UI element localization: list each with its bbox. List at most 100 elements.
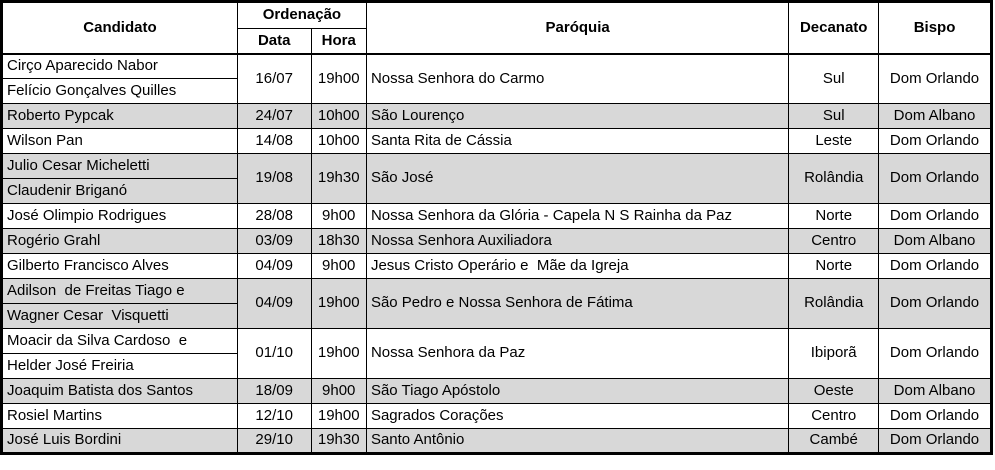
cell-data: 14/08 — [236, 128, 312, 154]
cell-paroquia: Sagrados Corações — [365, 403, 790, 429]
cell-decanato: Cambé — [788, 428, 880, 454]
cell-candidato: Moacir da Silva Cardoso e — [1, 328, 238, 354]
cell-bispo: Dom Orlando — [878, 253, 992, 279]
cell-bispo: Dom Orlando — [878, 278, 992, 329]
cell-paroquia: Nossa Senhora do Carmo — [365, 53, 790, 104]
table-row: Moacir da Silva Cardoso e 01/10 19h00 No… — [1, 328, 992, 379]
cell-candidato: Julio Cesar Micheletti — [1, 153, 238, 179]
cell-bispo: Dom Orlando — [878, 153, 992, 204]
table-row: Helder José Freiria — [1, 353, 992, 379]
cell-paroquia: São José — [365, 153, 790, 204]
col-header-data: Data — [236, 28, 312, 55]
cell-bispo: Dom Orlando — [878, 203, 992, 229]
cell-candidato: Roberto Pypcak — [1, 103, 238, 129]
table-row: Gilberto Francisco Alves 04/09 9h00 Jesu… — [1, 253, 992, 279]
cell-candidato: Rogério Grahl — [1, 228, 238, 254]
cell-data: 16/07 — [236, 53, 312, 104]
header-row-2: Data Hora — [2, 28, 992, 55]
ordination-schedule-table: Candidato Ordenação Paróquia Decanato Bi… — [0, 0, 993, 455]
cell-candidato: Wilson Pan — [1, 128, 238, 154]
cell-hora: 10h00 — [310, 128, 367, 154]
cell-hora: 9h00 — [310, 378, 367, 404]
col-header-candidato: Candidato — [1, 1, 238, 55]
cell-decanato: Ibiporã — [788, 328, 880, 379]
cell-bispo: Dom Albano — [878, 103, 992, 129]
cell-decanato: Sul — [788, 53, 880, 104]
table-row: José Olimpio Rodrigues 28/08 9h00 Nossa … — [1, 203, 992, 229]
cell-candidato: Adilson de Freitas Tiago e — [1, 278, 238, 304]
cell-paroquia: Nossa Senhora Auxiliadora — [365, 228, 790, 254]
table-header: Candidato Ordenação Paróquia Decanato Bi… — [1, 1, 992, 55]
table-row: Cirço Aparecido Nabor 16/07 19h00 Nossa … — [1, 53, 992, 104]
cell-data: 28/08 — [236, 203, 312, 229]
table-body: Cirço Aparecido Nabor 16/07 19h00 Nossa … — [1, 53, 992, 454]
col-header-ordenacao: Ordenação — [236, 1, 367, 29]
table-row: Julio Cesar Micheletti 19/08 19h30 São J… — [1, 153, 992, 204]
table-row: Joaquim Batista dos Santos 18/09 9h00 Sã… — [1, 378, 992, 404]
cell-data: 24/07 — [236, 103, 312, 129]
cell-candidato: Joaquim Batista dos Santos — [1, 378, 238, 404]
cell-paroquia: Nossa Senhora da Paz — [365, 328, 790, 379]
cell-bispo: Dom Albano — [878, 228, 992, 254]
cell-paroquia: São Tiago Apóstolo — [365, 378, 790, 404]
cell-decanato: Leste — [788, 128, 880, 154]
cell-data: 04/09 — [236, 253, 312, 279]
cell-paroquia: Santo Antônio — [365, 428, 790, 454]
table-row: Rosiel Martins 12/10 19h00 Sagrados Cora… — [1, 403, 992, 429]
cell-candidato: Felício Gonçalves Quilles — [1, 78, 238, 104]
table-row: Wilson Pan 14/08 10h00 Santa Rita de Cás… — [1, 128, 992, 154]
cell-candidato: Wagner Cesar Visquetti — [1, 303, 238, 329]
cell-data: 29/10 — [236, 428, 312, 454]
table-row: Rogério Grahl 03/09 18h30 Nossa Senhora … — [1, 228, 992, 254]
cell-hora: 9h00 — [310, 203, 367, 229]
table-row: Claudenir Briganó — [1, 178, 992, 204]
cell-decanato: Norte — [788, 203, 880, 229]
cell-decanato: Oeste — [788, 378, 880, 404]
cell-paroquia: Nossa Senhora da Glória - Capela N S Rai… — [365, 203, 790, 229]
header-row-1: Candidato Ordenação Paróquia Decanato Bi… — [1, 1, 992, 55]
cell-decanato: Rolândia — [788, 153, 880, 204]
cell-data: 19/08 — [236, 153, 312, 204]
table-row: José Luis Bordini 29/10 19h30 Santo Antô… — [1, 428, 992, 454]
cell-bispo: Dom Orlando — [878, 53, 992, 104]
cell-data: 01/10 — [236, 328, 312, 379]
cell-bispo: Dom Albano — [878, 378, 992, 404]
cell-decanato: Rolândia — [788, 278, 880, 329]
cell-decanato: Sul — [788, 103, 880, 129]
cell-decanato: Centro — [788, 228, 880, 254]
cell-data: 18/09 — [236, 378, 312, 404]
cell-data: 04/09 — [236, 278, 312, 329]
col-header-hora: Hora — [310, 28, 367, 55]
cell-hora: 19h00 — [310, 53, 367, 104]
cell-data: 12/10 — [236, 403, 312, 429]
cell-paroquia: São Pedro e Nossa Senhora de Fátima — [365, 278, 790, 329]
col-header-paroquia: Paróquia — [365, 1, 790, 55]
cell-decanato: Norte — [788, 253, 880, 279]
cell-bispo: Dom Orlando — [878, 128, 992, 154]
cell-candidato: Gilberto Francisco Alves — [1, 253, 238, 279]
col-header-decanato: Decanato — [788, 1, 880, 55]
cell-hora: 19h00 — [310, 328, 367, 379]
col-header-bispo: Bispo — [878, 1, 992, 55]
cell-hora: 19h00 — [310, 403, 367, 429]
cell-paroquia: São Lourenço — [365, 103, 790, 129]
cell-candidato: José Olimpio Rodrigues — [1, 203, 238, 229]
cell-candidato: José Luis Bordini — [1, 428, 238, 454]
cell-data: 03/09 — [236, 228, 312, 254]
cell-bispo: Dom Orlando — [878, 328, 992, 379]
cell-candidato: Rosiel Martins — [1, 403, 238, 429]
cell-paroquia: Jesus Cristo Operário e Mãe da Igreja — [365, 253, 790, 279]
cell-candidato: Claudenir Briganó — [1, 178, 238, 204]
cell-hora: 10h00 — [310, 103, 367, 129]
cell-candidato: Cirço Aparecido Nabor — [1, 53, 238, 79]
table-row: Roberto Pypcak 24/07 10h00 São Lourenço … — [1, 103, 992, 129]
cell-candidato: Helder José Freiria — [1, 353, 238, 379]
cell-bispo: Dom Orlando — [878, 403, 992, 429]
cell-hora: 19h30 — [310, 153, 367, 204]
cell-hora: 19h00 — [310, 278, 367, 329]
cell-hora: 9h00 — [310, 253, 367, 279]
cell-bispo: Dom Orlando — [878, 428, 992, 454]
table-row: Adilson de Freitas Tiago e 04/09 19h00 S… — [1, 278, 992, 329]
cell-hora: 18h30 — [310, 228, 367, 254]
